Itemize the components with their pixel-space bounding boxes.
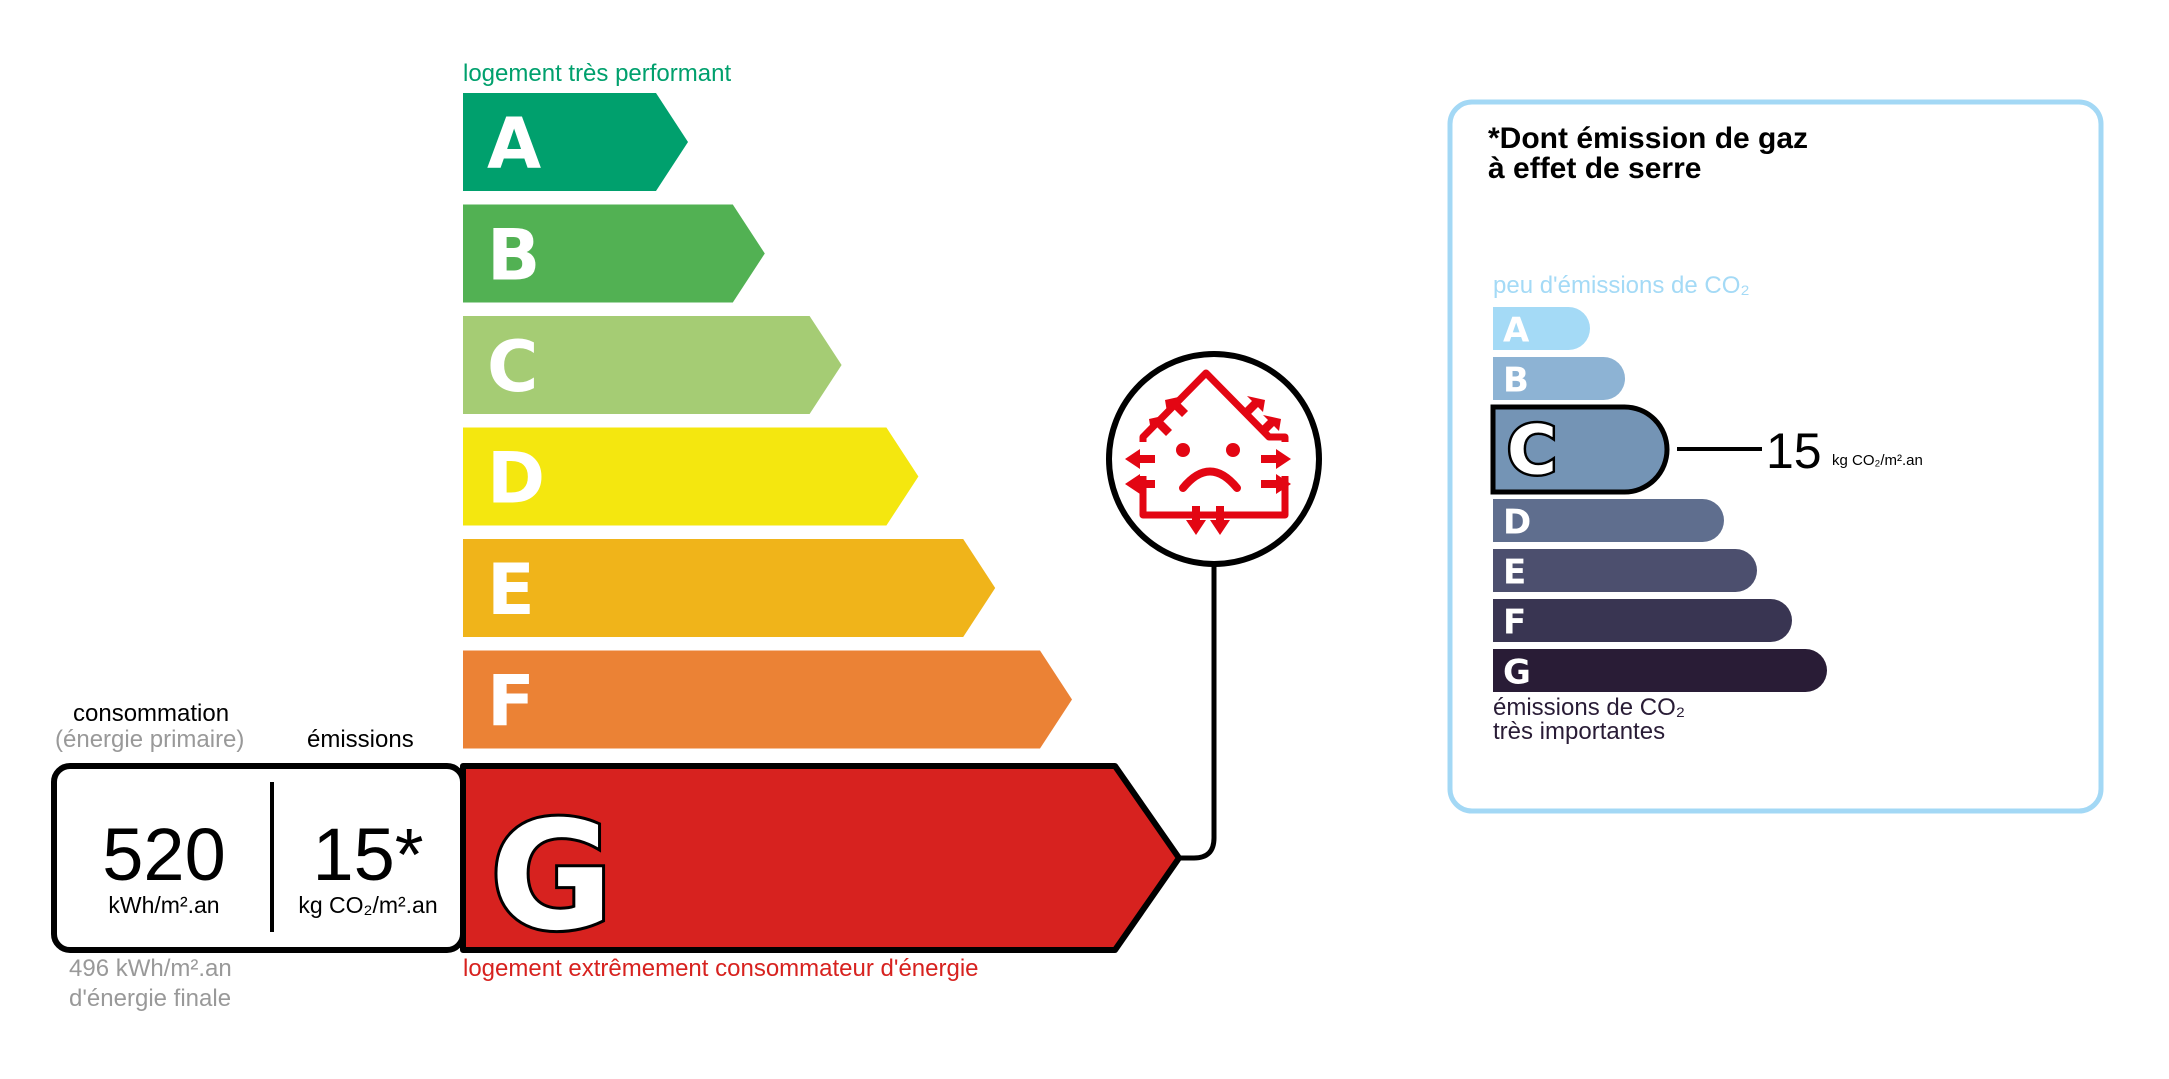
ges-class-f-letter: F (1503, 603, 1526, 643)
consumption-subheading: (énergie primaire) (55, 726, 245, 753)
ges-value: 15 (1766, 423, 1822, 479)
class-f-letter: F (487, 661, 535, 743)
emissions-value: 15* (312, 813, 424, 896)
ges-bottom-caption-2: très importantes (1493, 718, 1666, 745)
final-energy-label: d'énergie finale (69, 985, 232, 1012)
consumption-value: 520 (102, 813, 226, 896)
ges-class-e-bar (1493, 549, 1757, 592)
emissions-unit: kg CO₂/m².an (298, 892, 438, 918)
ges-class-d-bar (1493, 499, 1724, 542)
ges-class-b-bar (1493, 357, 1625, 400)
class-d-letter: D (487, 438, 545, 520)
emissions-heading: émissions (307, 726, 414, 753)
class-d-bar (463, 427, 919, 526)
class-e-letter: E (487, 549, 535, 631)
class-c-bar (463, 316, 842, 414)
ges-title-line2: à effet de serre (1488, 152, 1702, 185)
ges-class-b-letter: B (1503, 361, 1529, 401)
ges-class-a-bar (1493, 307, 1590, 350)
bottom-caption: logement extrêmement consommateur d'éner… (463, 955, 979, 982)
class-g-letter: G (490, 790, 613, 964)
ges-bottom-caption-1: émissions de CO₂ (1493, 694, 1686, 721)
top-caption: logement très performant (463, 60, 732, 87)
class-c-letter: C (487, 326, 538, 408)
ges-class-g-letter: G (1503, 653, 1531, 693)
consumption-unit: kWh/m².an (108, 892, 220, 918)
class-a-bar (463, 93, 688, 191)
icon-connector (1179, 565, 1217, 861)
ges-panel-border (1447, 99, 2104, 814)
ges-class-g-bar (1493, 649, 1827, 692)
consumption-heading: consommation (73, 700, 230, 727)
class-b-bar (463, 204, 765, 303)
ges-class-d-letter: D (1503, 503, 1531, 543)
values-box (51, 763, 466, 953)
ges-unit: kg CO₂/m².an (1832, 452, 1923, 469)
class-a-letter: A (487, 103, 541, 185)
ges-title-line1: *Dont émission de gaz (1488, 122, 1809, 155)
ges-class-c-bar (1490, 404, 1670, 495)
ges-class-e-letter: E (1503, 553, 1526, 593)
class-e-bar (463, 539, 996, 637)
final-energy-value: 496 kWh/m².an (69, 955, 232, 982)
ges-top-caption: peu d'émissions de CO₂ (1493, 272, 1750, 299)
class-b-letter: B (487, 215, 540, 297)
ges-class-f-bar (1493, 599, 1792, 642)
sad-house-heat-loss-icon (1106, 351, 1322, 567)
class-f-bar (463, 650, 1072, 749)
ges-class-c-letter: C (1507, 412, 1557, 491)
ges-class-a-letter: A (1503, 311, 1530, 351)
